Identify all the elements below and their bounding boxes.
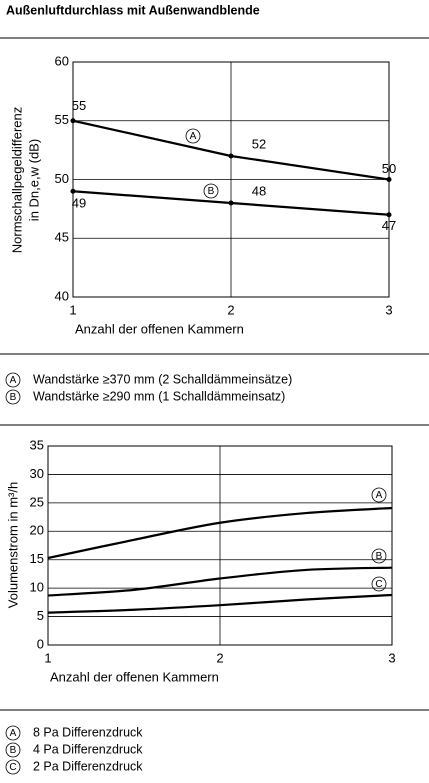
data-label: 55 [72, 98, 86, 113]
letter-circle [5, 725, 21, 741]
letter: B [10, 745, 17, 756]
y-tick-label: 50 [55, 171, 69, 186]
letter: B [376, 551, 383, 562]
y-axis-label: Volumenstrom in m³/h [5, 482, 20, 608]
letter: C [375, 579, 382, 590]
x-tick-label: 1 [69, 302, 76, 317]
y-tick-label: 60 [55, 53, 69, 68]
letter: B [10, 392, 17, 403]
letter: C [9, 762, 16, 773]
data-point [228, 200, 234, 206]
y-tick-label: 30 [30, 466, 44, 481]
y-tick-label: 45 [55, 230, 69, 245]
y-tick-label: 0 [37, 636, 44, 651]
x-tick-label: 2 [227, 302, 234, 317]
letter: B [208, 186, 215, 197]
letter-circle [371, 548, 387, 564]
letter: A [10, 728, 17, 739]
letter-circle [5, 742, 21, 758]
y-tick-label: 15 [30, 551, 44, 566]
letter-circle [5, 372, 21, 388]
y-axis-label: in Dn,e,w (dB) [26, 139, 41, 221]
x-axis-label: Anzahl der offenen Kammern [50, 669, 219, 684]
legend-label: Wandstärke ≥290 mm (1 Schalldämmeinsatz) [33, 389, 285, 403]
y-axis-label: Normschallpegeldifferenz [9, 107, 24, 253]
letter: A [190, 131, 197, 142]
y-tick-label: 25 [30, 494, 44, 509]
legend-label: 2 Pa Differenzdruck [33, 759, 143, 773]
letter-circle [371, 487, 387, 503]
series-line [47, 506, 393, 560]
letter: A [10, 375, 17, 386]
x-tick-label: 2 [216, 650, 223, 665]
x-tick-label: 1 [44, 650, 51, 665]
letter-circle [185, 128, 201, 144]
data-label: 49 [72, 196, 86, 211]
y-tick-label: 10 [30, 580, 44, 595]
y-tick-label: 5 [37, 608, 44, 623]
letter-circle [371, 576, 387, 592]
plot-frame [47, 445, 393, 646]
series-line [47, 566, 393, 597]
legend-label: 8 Pa Differenzdruck [33, 725, 143, 739]
letter-circle [203, 183, 219, 199]
data-label: 48 [252, 183, 266, 198]
x-tick-label: 3 [385, 302, 392, 317]
x-axis-label: Anzahl der offenen Kammern [75, 321, 244, 336]
letter: A [376, 490, 383, 501]
y-tick-label: 35 [30, 437, 44, 452]
y-tick-label: 20 [30, 523, 44, 538]
x-tick-label: 3 [388, 650, 395, 665]
legend-label: 4 Pa Differenzdruck [33, 742, 143, 756]
letter-circle [5, 389, 21, 405]
legend-label: Wandstärke ≥370 mm (2 Schalldämmeinsätze… [33, 372, 292, 386]
page-title: Außenluftdurchlass mit Außenwandblende [6, 3, 260, 17]
data-point [228, 153, 234, 159]
y-tick-label: 55 [55, 112, 69, 127]
data-label: 52 [252, 136, 266, 151]
y-tick-label: 40 [55, 288, 69, 303]
plot-frame [72, 61, 390, 298]
letter-circle [5, 759, 21, 775]
series-line [47, 593, 393, 614]
